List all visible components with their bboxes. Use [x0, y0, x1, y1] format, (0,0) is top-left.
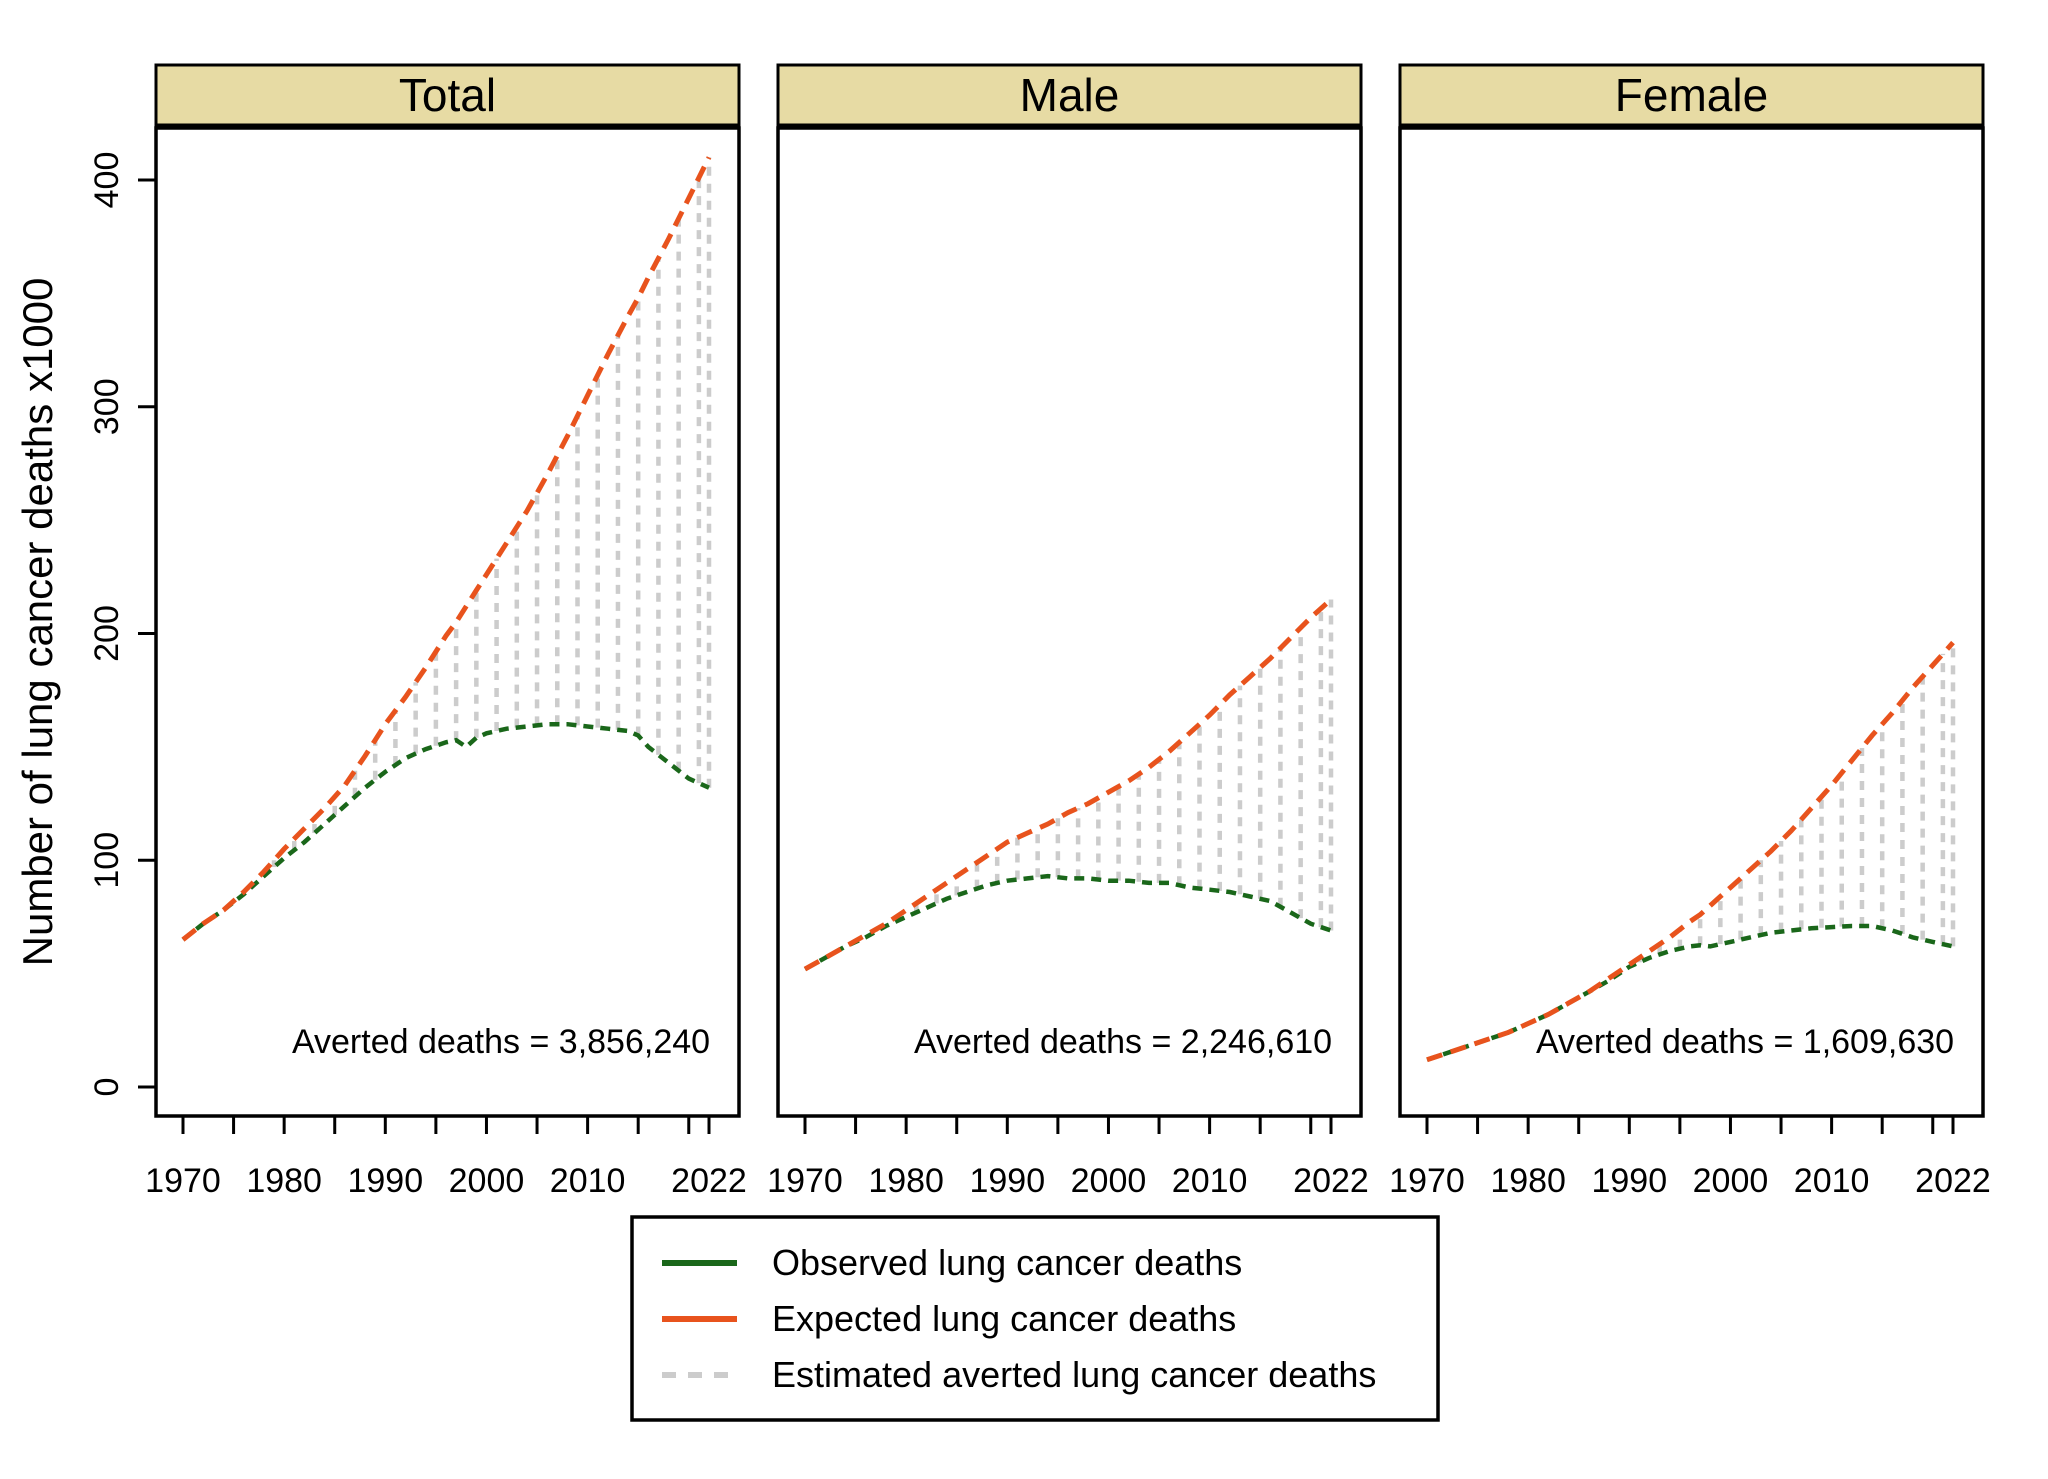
panel-strip-male	[776, 63, 1363, 127]
x-axis-tick-label: 2022	[671, 1162, 747, 1200]
panel-title-total: Total	[399, 69, 496, 121]
panel-plot-female	[1398, 126, 1985, 1118]
x-axis-tick-label: 2010	[1794, 1162, 1870, 1200]
y-axis-tick-label: 400	[88, 152, 126, 209]
x-axis-tick-label: 1990	[1591, 1162, 1667, 1200]
x-axis-tick-label: 2022	[1915, 1162, 1991, 1200]
averted-label-male: Averted deaths = 2,246,610	[914, 1023, 1332, 1061]
x-axis-tick-label: 2000	[449, 1162, 525, 1200]
x-axis-tick-label: 1970	[1389, 1162, 1465, 1200]
y-axis-title: Number of lung cancer deaths x1000	[14, 278, 61, 967]
x-axis-tick-label: 1990	[347, 1162, 423, 1200]
expected-line-total	[181, 156, 712, 942]
x-axis-tick-label: 2000	[1693, 1162, 1769, 1200]
x-axis-tick-label: 1990	[969, 1162, 1045, 1200]
observed-line-male	[803, 873, 1332, 972]
panel-plot-total	[154, 126, 741, 1118]
panel-title-male: Male	[1020, 69, 1120, 121]
averted-label-female: Averted deaths = 1,609,630	[1536, 1023, 1954, 1061]
x-axis-tick-label: 1980	[868, 1162, 944, 1200]
expected-line-male	[803, 597, 1333, 972]
observed-line-female	[1426, 923, 1954, 1062]
x-axis-tick-label: 1970	[767, 1162, 843, 1200]
y-axis-tick-label: 300	[88, 378, 126, 435]
x-axis-tick-label: 2000	[1071, 1162, 1147, 1200]
x-axis-tick-label: 1970	[145, 1162, 221, 1200]
observed-line-total	[181, 721, 710, 942]
panel-plot-male	[776, 126, 1363, 1118]
x-axis-tick-label: 2022	[1293, 1162, 1369, 1200]
panel-strip-female	[1398, 63, 1985, 127]
x-axis-tick-label: 2010	[550, 1162, 626, 1200]
averted-hatch-male	[873, 599, 1334, 932]
legend-label-averted: Estimated averted lung cancer deaths	[772, 1354, 1376, 1395]
y-axis-tick-label: 200	[88, 605, 126, 662]
legend-box	[630, 1215, 1440, 1422]
averted-label-total: Averted deaths = 3,856,240	[292, 1023, 710, 1061]
legend-label-observed: Observed lung cancer deaths	[772, 1242, 1242, 1283]
x-axis-tick-label: 2010	[1172, 1162, 1248, 1200]
x-axis-tick-label: 1980	[246, 1162, 322, 1200]
averted-hatch-total	[251, 157, 712, 886]
legend-label-expected: Expected lung cancer deaths	[772, 1298, 1236, 1339]
expected-line-female	[1426, 640, 1955, 1063]
x-axis-tick-label: 1980	[1490, 1162, 1566, 1200]
panel-title-female: Female	[1615, 69, 1768, 121]
y-axis-tick-label: 0	[88, 1078, 126, 1097]
y-axis-tick-label: 100	[88, 832, 126, 889]
panel-strip-total	[154, 63, 741, 127]
